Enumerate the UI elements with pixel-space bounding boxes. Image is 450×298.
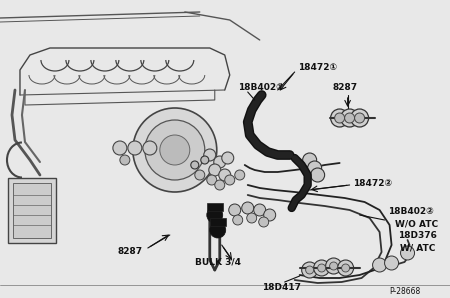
Text: 18D376: 18D376 <box>397 232 436 240</box>
Circle shape <box>219 169 231 181</box>
Circle shape <box>310 168 324 182</box>
Circle shape <box>207 207 223 223</box>
Circle shape <box>242 202 254 214</box>
Circle shape <box>355 113 365 123</box>
Circle shape <box>303 153 317 167</box>
Circle shape <box>318 264 326 272</box>
Text: BULK 3/4: BULK 3/4 <box>195 257 241 266</box>
Circle shape <box>207 175 217 185</box>
Circle shape <box>330 262 338 270</box>
Text: W/O ATC: W/O ATC <box>395 220 438 229</box>
Circle shape <box>214 156 226 168</box>
Text: 18472①: 18472① <box>297 63 337 72</box>
Circle shape <box>201 156 209 164</box>
Circle shape <box>113 141 127 155</box>
Circle shape <box>133 108 217 192</box>
Circle shape <box>215 180 225 190</box>
Circle shape <box>400 246 414 260</box>
Circle shape <box>254 204 266 216</box>
Bar <box>207 203 223 211</box>
Circle shape <box>351 109 369 127</box>
Circle shape <box>259 217 269 227</box>
Circle shape <box>331 109 349 127</box>
Text: 18B402②: 18B402② <box>387 207 433 217</box>
Text: P-28668: P-28668 <box>390 286 421 296</box>
Circle shape <box>264 209 276 221</box>
Text: 18B402①: 18B402① <box>238 83 284 92</box>
Circle shape <box>233 215 243 225</box>
Text: 18472②: 18472② <box>353 179 392 187</box>
Circle shape <box>204 149 216 161</box>
Circle shape <box>302 262 318 278</box>
Circle shape <box>222 152 234 164</box>
Circle shape <box>338 260 354 276</box>
Circle shape <box>195 170 205 180</box>
Bar <box>210 218 226 226</box>
Text: 8287: 8287 <box>118 248 143 257</box>
Circle shape <box>306 266 314 274</box>
Text: W/ ATC: W/ ATC <box>400 243 435 252</box>
Circle shape <box>210 222 226 238</box>
Circle shape <box>209 164 221 176</box>
Bar <box>13 183 51 238</box>
Circle shape <box>345 113 355 123</box>
Circle shape <box>335 113 345 123</box>
Circle shape <box>145 120 205 180</box>
Circle shape <box>341 109 359 127</box>
Circle shape <box>314 260 330 276</box>
Circle shape <box>128 141 142 155</box>
Circle shape <box>225 175 235 185</box>
Circle shape <box>326 258 342 274</box>
Text: 18D417: 18D417 <box>262 283 301 291</box>
Circle shape <box>342 264 350 272</box>
Circle shape <box>235 170 245 180</box>
Circle shape <box>120 155 130 165</box>
Circle shape <box>191 161 199 169</box>
Circle shape <box>373 258 387 272</box>
Circle shape <box>143 141 157 155</box>
Bar <box>8 178 56 243</box>
Circle shape <box>308 161 322 175</box>
Circle shape <box>229 204 241 216</box>
Circle shape <box>385 256 399 270</box>
Text: 8287: 8287 <box>333 83 358 92</box>
Circle shape <box>160 135 190 165</box>
Circle shape <box>247 213 256 223</box>
